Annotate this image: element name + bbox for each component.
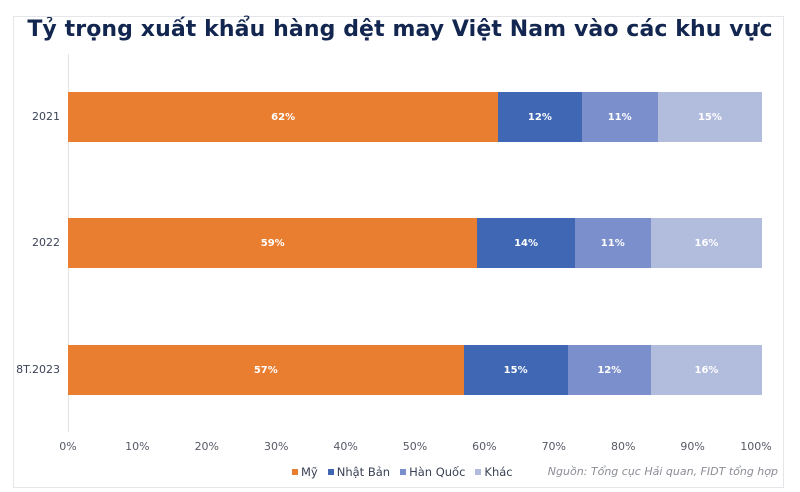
- legend-swatch-icon: [475, 469, 482, 475]
- x-tick: 20%: [194, 440, 220, 453]
- x-tick: 90%: [680, 440, 705, 453]
- source-note: Nguồn: Tổng cục Hải quan, FIDT tổng hợp: [547, 465, 778, 478]
- segment-han-quoc: 11%: [581, 92, 658, 142]
- legend-label: Nhật Bản: [336, 465, 391, 479]
- legend-item-han-quoc[interactable]: Hàn Quốc: [400, 465, 465, 479]
- segment-my: 57%: [68, 345, 464, 395]
- segment-khac: 15%: [657, 92, 762, 142]
- category-label-8t-2023: 8T.2023: [16, 363, 60, 376]
- segment-han-quoc: 12%: [567, 345, 651, 395]
- legend-item-my[interactable]: Mỹ: [292, 465, 318, 479]
- segment-khac: 16%: [650, 345, 762, 395]
- segment-my: 59%: [68, 218, 478, 268]
- legend-label: Mỹ: [301, 465, 318, 479]
- chart-title: Tỷ trọng xuất khẩu hàng dệt may Việt Nam…: [27, 17, 773, 42]
- x-tick: 60%: [472, 440, 497, 453]
- legend-item-nhat-ban[interactable]: Nhật Bản: [327, 465, 391, 479]
- x-tick: 10%: [125, 440, 150, 453]
- x-tick: 70%: [541, 440, 567, 453]
- bar-2022: 59% 14% 11% 16%: [68, 218, 762, 268]
- x-tick: 80%: [610, 440, 636, 453]
- legend-swatch-icon: [327, 469, 334, 475]
- segment-khac: 16%: [650, 218, 762, 268]
- bar-8t-2023: 57% 15% 12% 16%: [68, 345, 762, 395]
- legend-label: Hàn Quốc: [409, 465, 466, 479]
- segment-my: 62%: [68, 92, 499, 142]
- segment-nhat-ban: 15%: [463, 345, 568, 395]
- legend: Mỹ Nhật Bản Hàn Quốc Khác: [292, 465, 513, 479]
- category-label-2022: 2022: [32, 236, 60, 249]
- legend-swatch-icon: [400, 469, 407, 475]
- category-label-2021: 2021: [32, 110, 60, 123]
- legend-swatch-icon: [292, 469, 298, 475]
- x-tick: 0%: [59, 440, 77, 453]
- segment-nhat-ban: 12%: [498, 92, 582, 142]
- x-tick: 40%: [333, 440, 358, 453]
- bar-2021: 62% 12% 11% 15%: [68, 92, 762, 142]
- legend-label: Khác: [484, 465, 513, 479]
- x-tick: 50%: [402, 440, 428, 453]
- segment-han-quoc: 11%: [574, 218, 651, 268]
- legend-item-khac[interactable]: Khác: [475, 465, 513, 479]
- x-tick: 100%: [740, 440, 772, 453]
- segment-nhat-ban: 14%: [477, 218, 575, 268]
- x-tick: 30%: [263, 440, 289, 453]
